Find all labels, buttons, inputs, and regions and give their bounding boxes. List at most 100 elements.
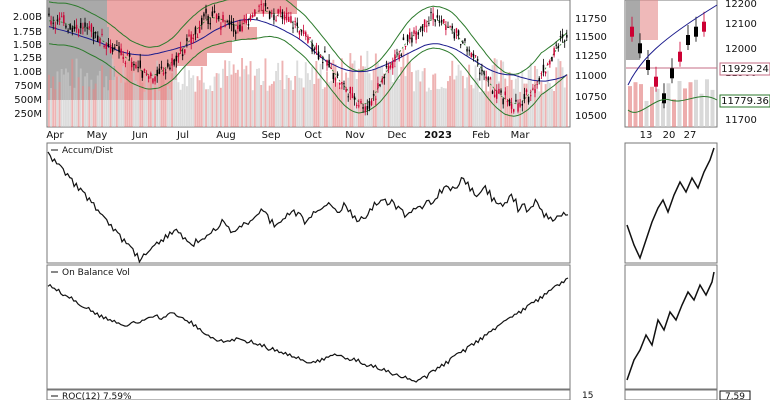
volume-bar — [410, 72, 413, 127]
candle-body — [247, 24, 250, 26]
month-label: Sep — [262, 130, 281, 141]
volume-bar — [132, 72, 135, 127]
zoom-accum-dist-line — [626, 147, 715, 261]
volume-bar — [521, 70, 524, 127]
candle-body — [356, 104, 358, 106]
volume-bar — [173, 62, 176, 127]
volume-bar — [512, 88, 515, 127]
volume-bar — [300, 78, 303, 127]
month-label: Oct — [304, 130, 321, 141]
zoom-ma-line — [627, 4, 718, 86]
candle-body — [262, 9, 265, 14]
zoom-value-badges: 11929.24 11779.36 — [719, 62, 770, 108]
candle-body — [496, 90, 498, 99]
volume-bar — [164, 84, 167, 127]
candle-body — [479, 72, 481, 75]
obv-panel: On Balance Vol — [47, 268, 569, 383]
candle-body — [201, 17, 203, 25]
volume-bar — [156, 60, 159, 127]
volume-bar — [434, 73, 437, 127]
volume-bar — [262, 81, 265, 127]
candle-body — [336, 73, 339, 76]
candle-body — [224, 25, 226, 27]
zoom-volume-bar — [661, 101, 665, 127]
volume-bar — [198, 80, 201, 127]
volume-bar — [169, 89, 171, 127]
volume-bar — [294, 76, 297, 127]
zoom-volume-bar — [694, 79, 698, 127]
candle-body — [198, 26, 201, 33]
volume-axis-label: 1.50B — [13, 40, 42, 51]
accum-dist-label: Accum/Dist — [62, 146, 114, 156]
candle-body — [519, 103, 521, 107]
candle-body — [305, 32, 307, 37]
candle-body — [345, 89, 347, 92]
volume-bar — [404, 76, 407, 127]
candle-body — [311, 43, 313, 52]
candle-body — [468, 49, 470, 51]
candle-body — [332, 72, 335, 80]
candle-body — [549, 60, 551, 65]
volume-bar — [519, 91, 522, 127]
volume-bar — [171, 73, 174, 127]
month-label: Feb — [472, 130, 490, 141]
candle-body — [487, 77, 490, 81]
volume-bar — [118, 76, 120, 127]
volume-bar — [207, 89, 210, 127]
volume-bar — [224, 60, 227, 127]
candle-body — [192, 38, 194, 39]
candle-body — [370, 100, 373, 106]
candle-body — [309, 37, 311, 39]
volume-bar — [315, 61, 318, 127]
candle-body — [171, 58, 173, 66]
candle-body — [457, 30, 460, 36]
zoom-candle-body — [662, 93, 666, 104]
candle-body — [177, 53, 180, 57]
candle-body — [542, 64, 545, 73]
candle-body — [485, 76, 487, 79]
candle-body — [381, 78, 383, 83]
candle-body — [105, 43, 107, 49]
candle-body — [60, 16, 63, 18]
candle-body — [135, 64, 137, 68]
candle-body — [56, 19, 59, 21]
volume-bar — [408, 62, 411, 127]
candle-body — [392, 61, 394, 69]
long-ma-line — [48, 18, 568, 82]
candle-body — [551, 57, 553, 61]
volume-bar — [96, 75, 99, 127]
candle-body — [158, 68, 161, 74]
price-axis-label: 10500 — [575, 111, 607, 122]
volume-bar — [427, 87, 430, 127]
candle-body — [275, 19, 277, 21]
volume-bar — [364, 66, 367, 127]
volume-bar — [56, 71, 59, 127]
zoom-value-badge: 11779.36 — [721, 96, 769, 107]
volume-bar — [52, 76, 55, 127]
volume-bar — [236, 69, 239, 127]
volume-bar — [101, 65, 104, 127]
volume-bar — [260, 85, 263, 127]
candle-body — [317, 51, 320, 60]
volume-bar — [90, 79, 93, 127]
candle-body — [396, 52, 398, 54]
volume-bar — [188, 70, 191, 127]
candle-body — [315, 45, 318, 51]
candle-body — [398, 55, 400, 60]
volume-bar — [485, 76, 488, 127]
volume-bar — [302, 87, 305, 127]
candle-body — [164, 72, 167, 74]
candle-body — [116, 45, 118, 46]
candle-body — [538, 78, 540, 81]
candle-body — [449, 25, 451, 27]
candle-body — [426, 25, 428, 27]
candle-body — [413, 30, 415, 34]
candle-body — [460, 44, 462, 46]
volume-bar — [292, 89, 295, 127]
zoom-volume-profile-bar — [640, 0, 658, 40]
volume-bar — [222, 68, 224, 127]
volume-profile-red-bar — [109, 27, 257, 40]
candle-body — [101, 33, 103, 35]
volume-bar — [111, 58, 114, 127]
volume-bar — [98, 70, 101, 127]
